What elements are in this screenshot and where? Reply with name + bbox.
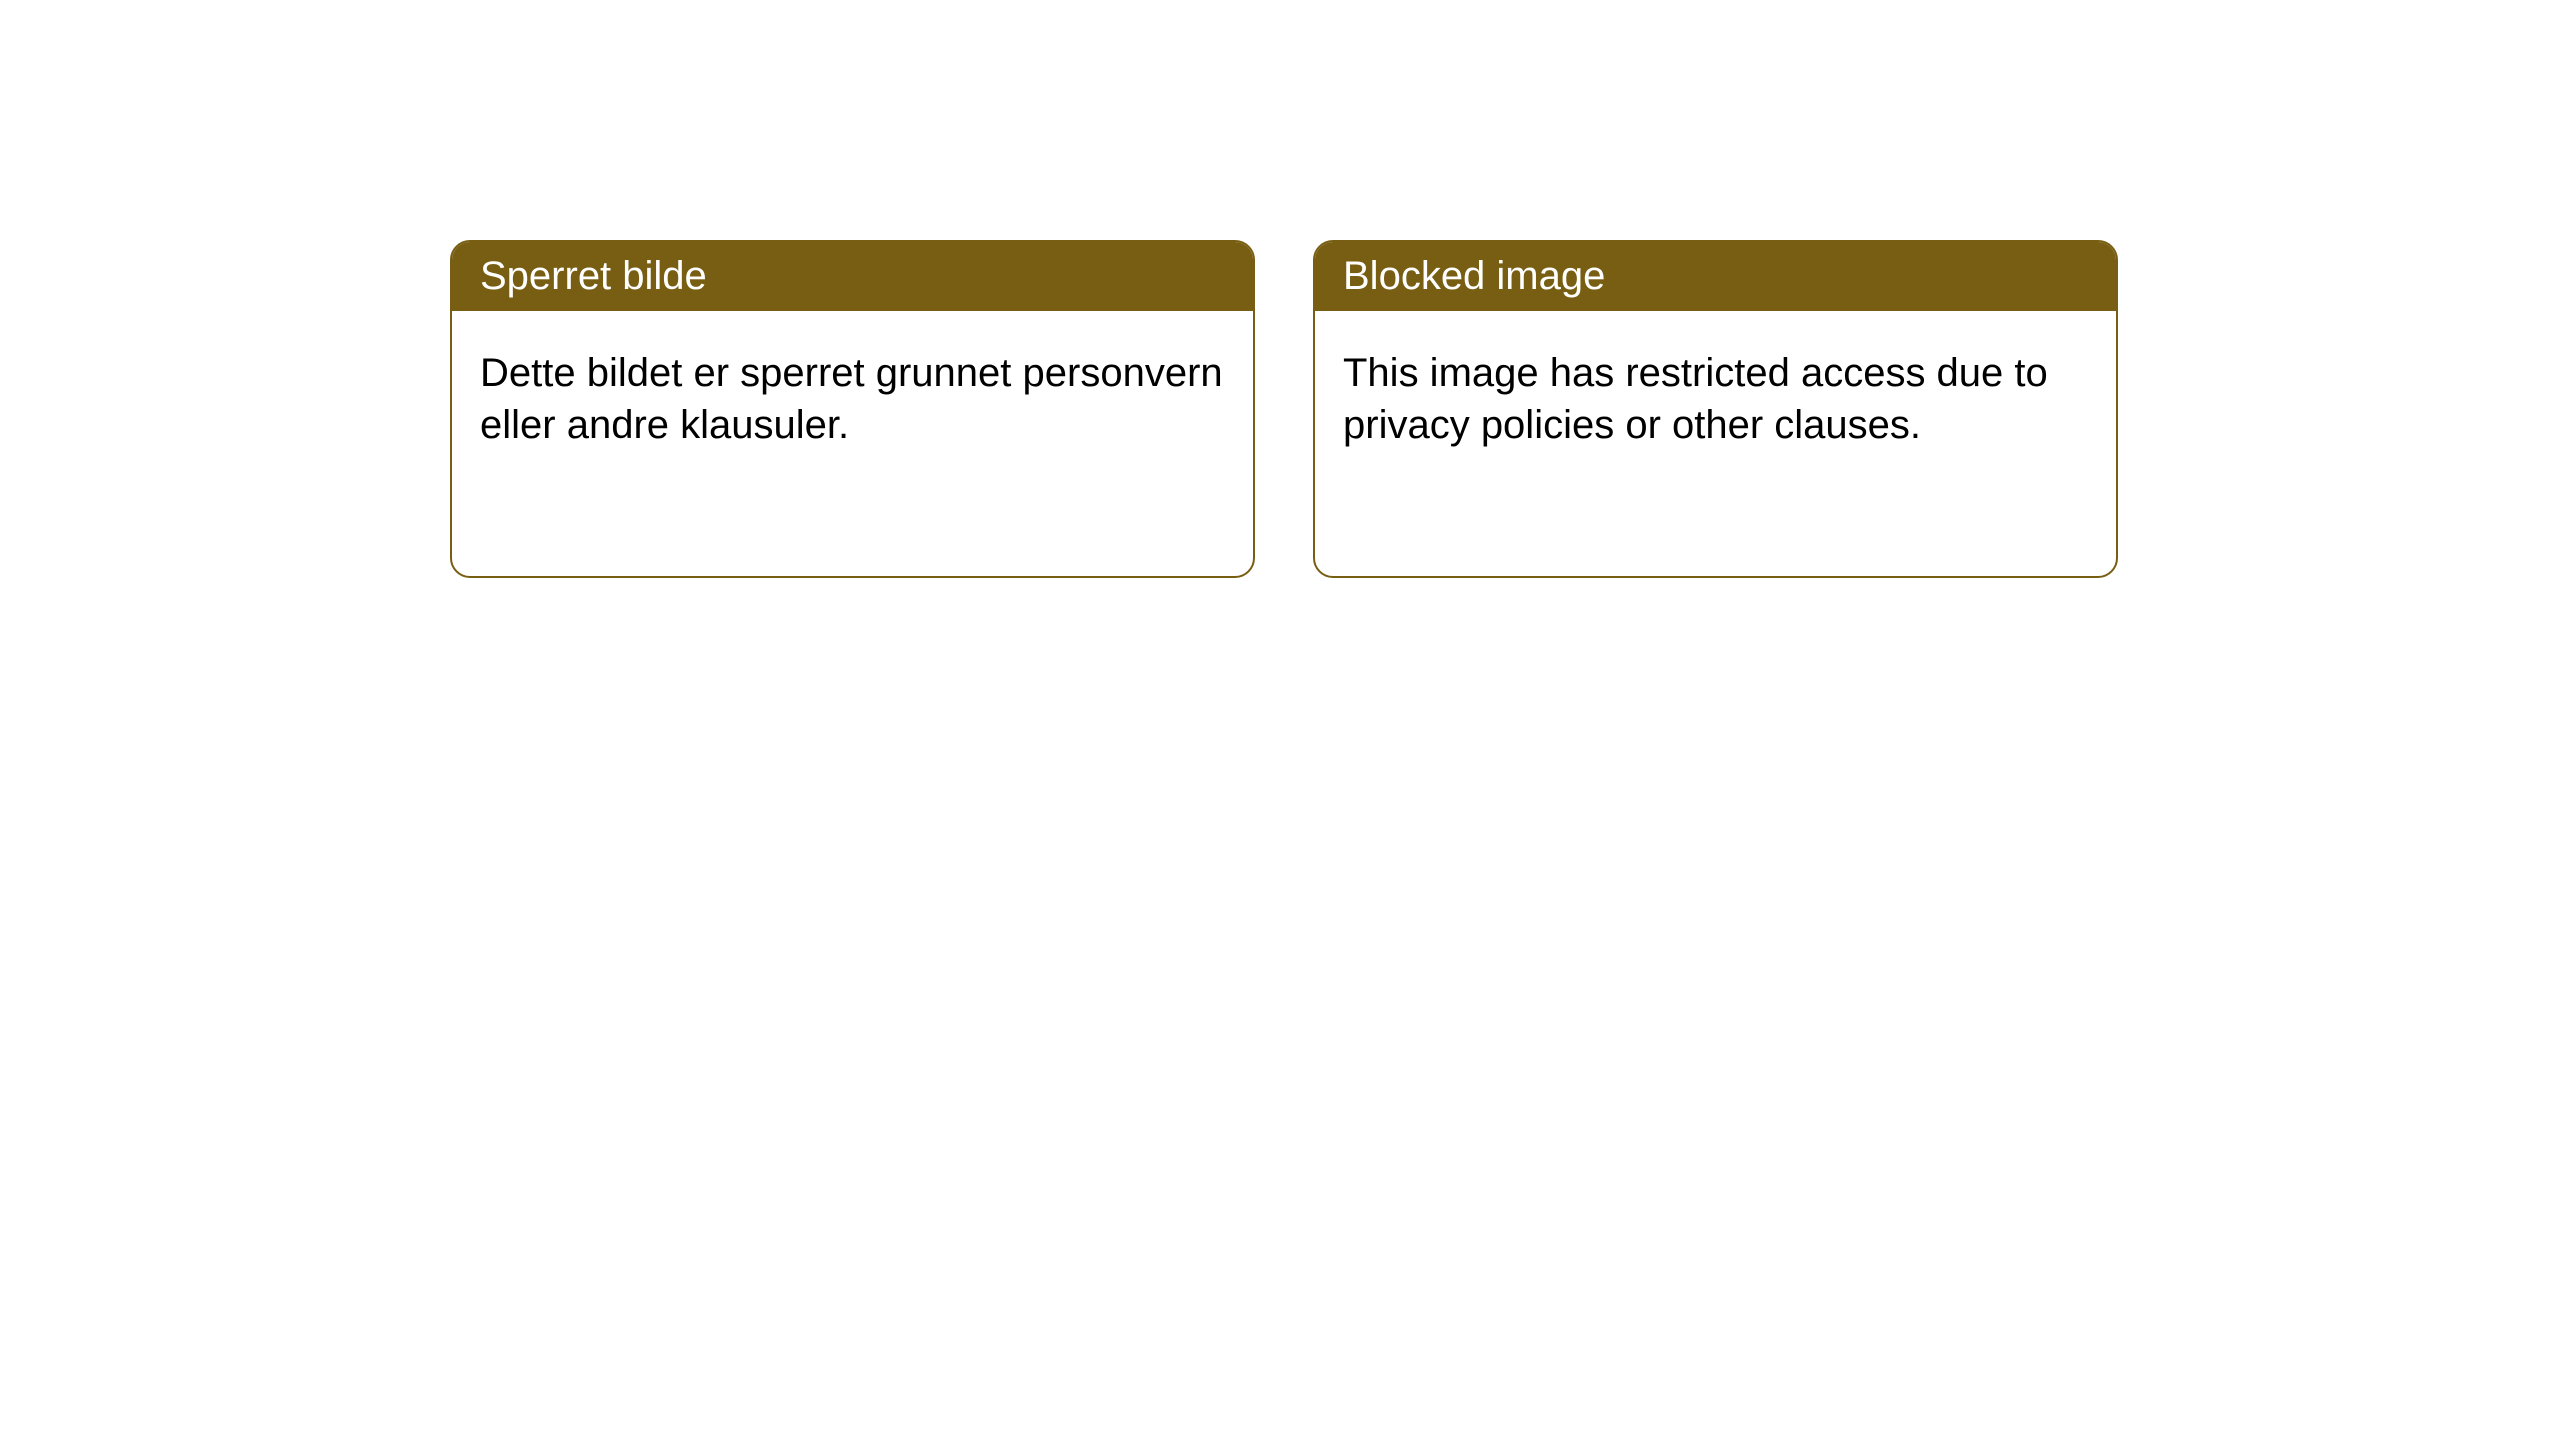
message-header: Blocked image (1315, 242, 2116, 311)
message-box-english: Blocked image This image has restricted … (1313, 240, 2118, 578)
message-container: Sperret bilde Dette bildet er sperret gr… (0, 0, 2560, 578)
message-box-norwegian: Sperret bilde Dette bildet er sperret gr… (450, 240, 1255, 578)
message-body: Dette bildet er sperret grunnet personve… (452, 311, 1253, 487)
message-header: Sperret bilde (452, 242, 1253, 311)
message-title: Blocked image (1343, 254, 1605, 298)
message-text: Dette bildet er sperret grunnet personve… (480, 351, 1223, 447)
message-body: This image has restricted access due to … (1315, 311, 2116, 487)
message-title: Sperret bilde (480, 254, 707, 298)
message-text: This image has restricted access due to … (1343, 351, 2048, 447)
